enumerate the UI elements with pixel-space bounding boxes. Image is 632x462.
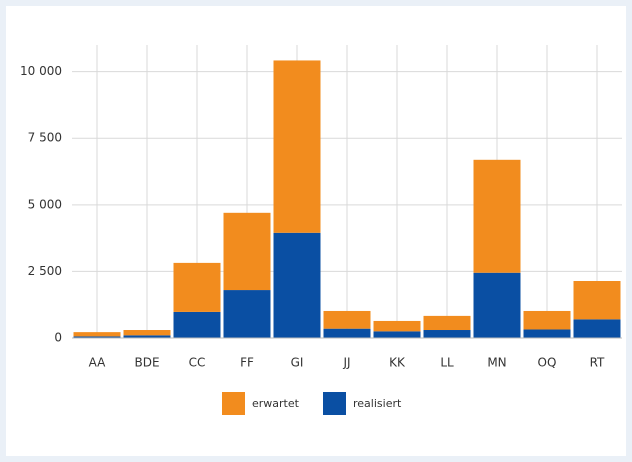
x-tick-label: OQ <box>538 356 557 370</box>
x-tick-label: AA <box>89 356 107 370</box>
x-tick-label: CC <box>189 356 206 370</box>
bar-segment <box>323 328 371 338</box>
bar-segment <box>123 335 171 338</box>
bar-segment <box>373 331 421 338</box>
bar-segment <box>273 60 321 233</box>
legend-swatch <box>222 392 245 415</box>
legend-swatch <box>323 392 346 415</box>
bar-segment <box>173 311 221 338</box>
bar-segment <box>223 212 271 291</box>
bar-segment <box>573 319 621 338</box>
bar-segment <box>323 310 371 329</box>
legend-label: erwartet <box>252 397 300 410</box>
bar-segment <box>423 330 471 338</box>
bar-segment <box>473 159 521 273</box>
x-tick-label: FF <box>240 356 254 370</box>
x-tick-label: BDE <box>134 356 159 370</box>
x-tick-label: MN <box>487 356 506 370</box>
y-tick-label: 0 <box>54 331 62 345</box>
x-tick-label: RT <box>590 356 605 370</box>
bar-segment <box>573 280 621 320</box>
bar-segment <box>73 332 121 337</box>
bar-segment <box>523 310 571 330</box>
x-tick-label: JJ <box>342 356 350 370</box>
bar-segment <box>223 290 271 338</box>
x-tick-label: GI <box>291 356 304 370</box>
y-tick-label: 10 000 <box>20 64 62 78</box>
x-tick-label: LL <box>440 356 454 370</box>
bar-segment <box>523 329 571 338</box>
bar-segment <box>273 232 321 338</box>
bar-segment <box>173 262 221 312</box>
bar-segment <box>473 272 521 338</box>
legend-label: realisiert <box>353 397 402 410</box>
bar-segment <box>423 315 471 331</box>
y-tick-label: 5 000 <box>28 197 62 211</box>
bar-segment <box>373 320 421 332</box>
bar-segment <box>73 336 121 338</box>
y-tick-label: 2 500 <box>28 264 62 278</box>
bar-segment <box>123 330 171 336</box>
y-tick-label: 7 500 <box>28 131 62 145</box>
x-tick-label: KK <box>389 356 406 370</box>
